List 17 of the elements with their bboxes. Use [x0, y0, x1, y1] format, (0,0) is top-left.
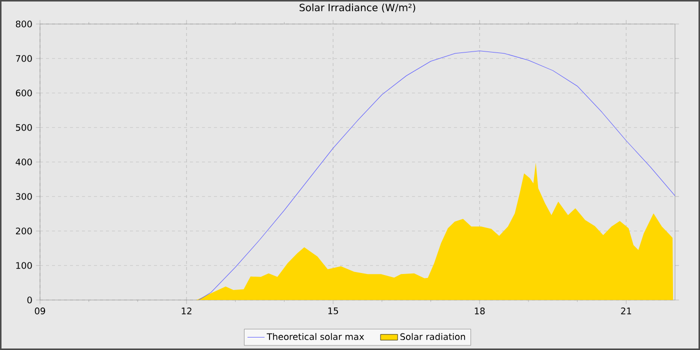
legend-label: Theoretical solar max [266, 333, 364, 340]
y-tick-label: 100 [16, 262, 32, 269]
x-tick-label: 15 [328, 308, 338, 314]
legend-label: Solar radiation [400, 333, 466, 340]
y-tick-label: 200 [16, 228, 32, 234]
y-tick-label: 500 [16, 124, 32, 131]
x-tick-label: 18 [474, 308, 485, 314]
y-tick-label: 300 [16, 193, 32, 200]
y-tick-label: 400 [16, 158, 32, 166]
y-tick-label: 800 [16, 20, 32, 28]
x-tick-label: 09 [34, 308, 46, 314]
y-tick-label: 0 [27, 296, 32, 304]
chart-title: Solar Irradiance (W/m²) [300, 4, 416, 12]
x-tick-label: 21 [621, 308, 632, 314]
y-tick-label: 700 [16, 55, 32, 62]
x-tick-label: 12 [182, 308, 192, 314]
y-tick-label: 600 [16, 90, 32, 96]
